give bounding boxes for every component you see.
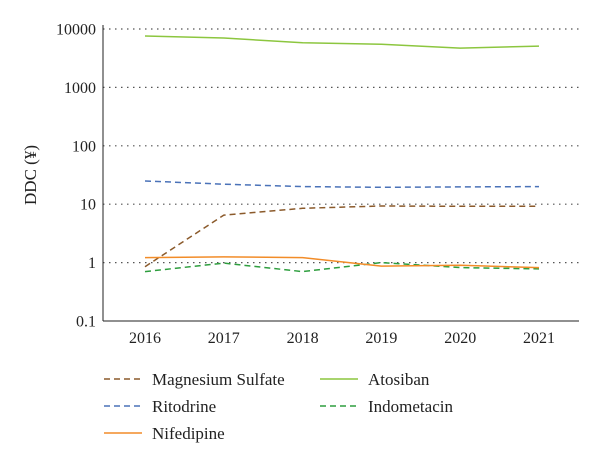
x-tick-label-2016: 2016 <box>129 330 161 347</box>
series-lines <box>144 35 540 273</box>
x-tick-labels: 2016 2017 2018 2019 2020 2021 <box>129 330 555 347</box>
y-tick-labels: 0.1 1 10 100 1000 10000 <box>56 22 96 331</box>
y-tick-label-100: 100 <box>72 138 96 155</box>
axes <box>102 25 579 322</box>
series-line-magnesium-sulfate <box>144 205 539 268</box>
legend-item-nifedipine: Nifedipine <box>104 424 225 443</box>
legend-item-indometacin: Indometacin <box>320 397 453 416</box>
y-axis-label: DDC (¥) <box>21 145 40 205</box>
y-tick-label-1000: 1000 <box>64 80 96 97</box>
y-tick-label-10000: 10000 <box>56 22 96 39</box>
x-tick-label-2021: 2021 <box>523 330 555 347</box>
x-tick-label-2018: 2018 <box>287 330 319 347</box>
legend-item-magnesium-sulfate: Magnesium Sulfate <box>104 370 285 389</box>
legend-label-magnesium-sulfate: Magnesium Sulfate <box>152 370 285 389</box>
x-tick-label-2017: 2017 <box>208 330 240 347</box>
legend-label-nifedipine: Nifedipine <box>152 424 225 443</box>
legend-label-atosiban: Atosiban <box>368 370 430 389</box>
series-line-nifedipine <box>144 256 540 269</box>
x-tick-label-2019: 2019 <box>365 330 397 347</box>
series-line-ritodrine <box>144 180 540 189</box>
legend-label-indometacin: Indometacin <box>368 397 453 416</box>
series-line-atosiban <box>144 35 540 49</box>
legend: Magnesium Sulfate Atosiban Ritodrine Indome… <box>104 370 453 443</box>
x-tick-label-2020: 2020 <box>444 330 476 347</box>
legend-item-atosiban: Atosiban <box>320 370 430 389</box>
y-tick-label-10: 10 <box>80 197 96 214</box>
legend-item-ritodrine: Ritodrine <box>104 397 216 416</box>
y-tick-label-0.1: 0.1 <box>76 314 96 331</box>
grid-lines <box>103 28 579 264</box>
series-line-indometacin <box>144 261 540 273</box>
legend-label-ritodrine: Ritodrine <box>152 397 216 416</box>
y-tick-label-1: 1 <box>88 255 96 272</box>
